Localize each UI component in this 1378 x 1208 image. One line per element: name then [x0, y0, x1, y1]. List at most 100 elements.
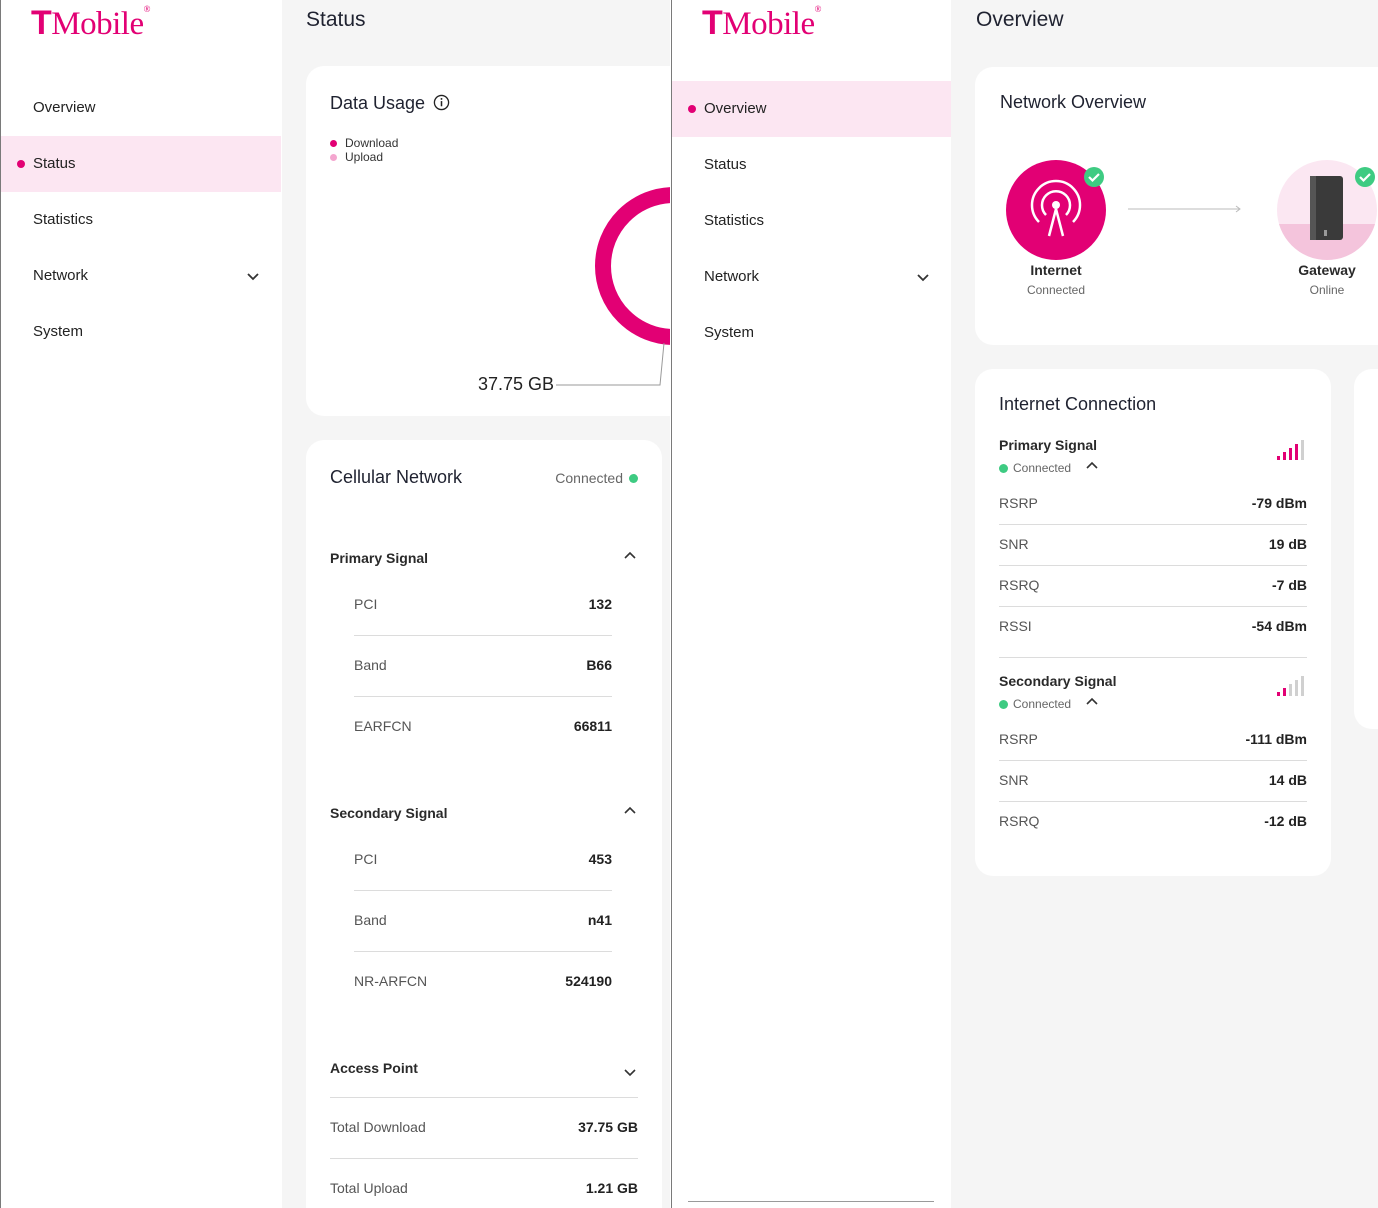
page-title: Status — [306, 8, 366, 31]
row-value: 132 — [588, 596, 612, 612]
row-value: 66811 — [573, 718, 612, 734]
row-label: RSSI — [999, 618, 1032, 634]
internet-status: Connected — [1026, 283, 1086, 297]
divider — [354, 951, 612, 952]
nav-item-status[interactable]: Status — [704, 156, 747, 173]
connection-status: Connected — [555, 470, 638, 486]
row-label: SNR — [999, 536, 1029, 552]
row-value: n41 — [587, 912, 612, 928]
row-label: RSRQ — [999, 813, 1040, 829]
nav-item-system[interactable]: System — [33, 323, 84, 340]
row-label: RSRP — [999, 495, 1038, 511]
access-point-header[interactable]: Access Point — [330, 1060, 418, 1076]
row-value: 14 dB — [1268, 772, 1307, 788]
antenna-icon — [1030, 179, 1082, 237]
chevron-up-icon[interactable] — [1085, 459, 1099, 471]
chevron-up-icon[interactable] — [1085, 695, 1099, 707]
nav-item-overview[interactable]: Overview — [33, 99, 96, 116]
chevron-up-icon[interactable] — [622, 548, 638, 564]
main-content: Overview Network Overview Internet Conne… — [951, 0, 1378, 1208]
secondary-signal-header[interactable]: Secondary Signal — [330, 805, 448, 821]
row-value: -111 dBm — [1245, 731, 1307, 747]
gateway-status: Online — [1309, 283, 1345, 297]
row-value: 1.21 GB — [585, 1180, 638, 1196]
network-overview-card: Network Overview Internet Connected — [975, 67, 1378, 345]
row-label: RSRQ — [999, 577, 1040, 593]
row-label: PCI — [354, 596, 378, 612]
status-dot — [629, 473, 638, 483]
check-icon — [1084, 167, 1104, 187]
internet-connection-card: Internet Connection Primary Signal Conne… — [975, 369, 1331, 876]
row-label: RSRP — [999, 731, 1038, 747]
sidebar-divider — [688, 1201, 934, 1202]
sidebar: TMobile® Overview Status Statistics Netw… — [1, 0, 281, 1208]
divider — [330, 1158, 638, 1159]
page-title: Overview — [976, 8, 1064, 31]
active-indicator-dot — [688, 105, 696, 113]
nav-item-statistics[interactable]: Statistics — [33, 211, 94, 228]
secondary-signal-status: Connected — [999, 697, 1071, 711]
primary-signal-header[interactable]: Primary Signal — [330, 550, 429, 566]
gateway-label: Gateway — [1298, 262, 1356, 278]
card-title: Internet Connection — [999, 394, 1157, 414]
row-label: SNR — [999, 772, 1029, 788]
gateway-node[interactable] — [1277, 160, 1377, 260]
row-label: EARFCN — [354, 718, 412, 734]
signal-strength-icon — [1277, 440, 1304, 460]
divider — [999, 801, 1307, 802]
total-usage-label: 37.75 GB — [478, 374, 555, 394]
nav-item-system[interactable]: System — [704, 324, 755, 341]
signal-strength-icon — [1277, 676, 1304, 696]
primary-signal-status: Connected — [999, 461, 1071, 475]
row-value: 37.75 GB — [578, 1119, 638, 1135]
secondary-signal-header[interactable]: Secondary Signal — [999, 673, 1117, 689]
connection-arrow — [1128, 205, 1241, 213]
nav-item-status[interactable]: Status — [1, 136, 281, 192]
row-value: -79 dBm — [1251, 495, 1307, 511]
card-title: Cellular Network — [330, 467, 463, 487]
info-icon[interactable] — [433, 94, 450, 111]
total-leader-line — [556, 342, 665, 386]
sidebar: TMobile® Overview Status Statistics Netw… — [672, 0, 951, 1208]
data-usage-donut-chart — [556, 187, 670, 386]
row-value: 453 — [588, 851, 612, 867]
divider — [354, 890, 612, 891]
tmobile-logo[interactable]: TMobile® — [702, 4, 821, 42]
chevron-down-icon — [917, 274, 929, 282]
divider — [330, 1097, 638, 1098]
row-label: Total Download — [330, 1119, 426, 1135]
donut-download-segment — [595, 187, 670, 345]
card-title: Data Usage — [330, 93, 450, 114]
tmobile-logo[interactable]: TMobile® — [31, 4, 150, 42]
chevron-down-icon[interactable] — [622, 1064, 638, 1080]
row-label: PCI — [354, 851, 378, 867]
divider — [354, 635, 612, 636]
chevron-down-icon — [247, 273, 259, 281]
primary-signal-header[interactable]: Primary Signal — [999, 437, 1098, 453]
divider — [999, 760, 1307, 761]
row-value: 524190 — [565, 973, 612, 989]
check-icon — [1355, 167, 1375, 187]
nav-item-network[interactable]: Network — [672, 249, 951, 305]
card-title: Network Overview — [1000, 92, 1147, 112]
adjacent-card — [1354, 369, 1378, 729]
row-value: -7 dB — [1272, 577, 1307, 593]
nav-item-overview[interactable]: Overview — [672, 81, 951, 137]
divider — [999, 606, 1307, 607]
active-indicator-dot — [17, 160, 25, 168]
nav-item-statistics[interactable]: Statistics — [704, 212, 765, 229]
row-label: Band — [354, 657, 387, 673]
data-usage-card: Data Usage Download Upload 37.75 GB — [306, 66, 670, 416]
status-dot — [999, 699, 1008, 709]
main-content: Status Data Usage Download Upload 37.75 … — [282, 0, 670, 1208]
legend-item-download: Download — [330, 136, 398, 150]
row-value: -54 dBm — [1251, 618, 1307, 634]
status-dot — [999, 463, 1008, 473]
row-value: 19 dB — [1268, 536, 1307, 552]
row-label: Total Upload — [330, 1180, 408, 1196]
chart-legend: Download Upload — [330, 136, 398, 164]
divider — [999, 657, 1307, 658]
legend-item-upload: Upload — [330, 150, 398, 164]
nav-item-network[interactable]: Network — [1, 248, 281, 304]
chevron-up-icon[interactable] — [622, 803, 638, 819]
